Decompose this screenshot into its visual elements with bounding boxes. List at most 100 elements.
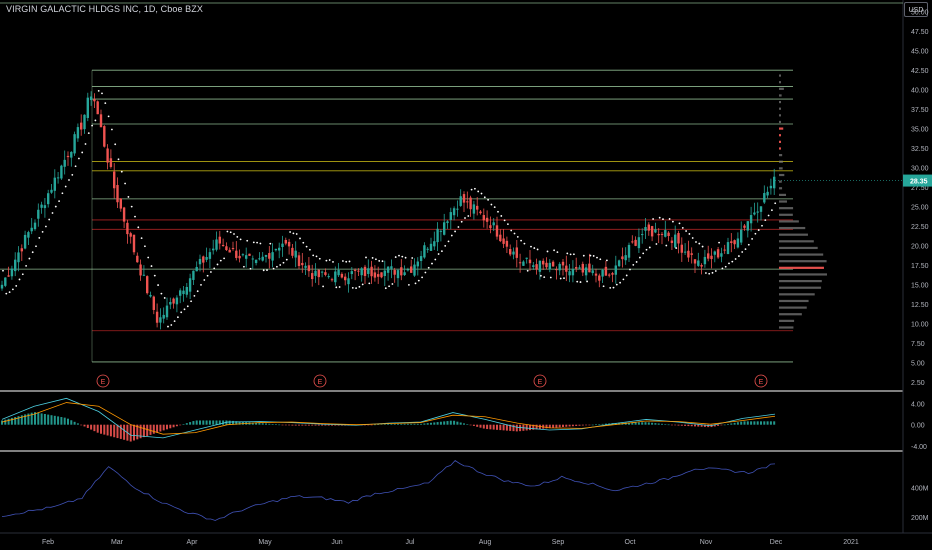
macd-histogram-bar	[241, 421, 244, 425]
psar-dot	[127, 196, 130, 198]
macd-histogram-bar	[156, 424, 159, 433]
candle-body	[390, 266, 393, 269]
psar-dot	[698, 242, 701, 245]
candle-body	[254, 259, 258, 264]
candle-body	[611, 273, 614, 275]
psar-dot	[289, 231, 291, 233]
psar-dot	[124, 182, 126, 185]
price-axis[interactable]: 4.00 0.00 -4.00 400M 200M 50.00 47.50 45.00 42.5…	[903, 10, 932, 522]
candle-body	[495, 225, 499, 237]
candle-body	[14, 259, 17, 272]
macd-histogram-bar	[535, 424, 538, 430]
currency-button[interactable]: USD	[904, 2, 928, 17]
macd-tick-label: -4.00	[911, 444, 927, 451]
candle-body	[766, 191, 769, 196]
macd-histogram-bar	[377, 424, 380, 425]
volume-profile-bar	[779, 81, 781, 84]
price-tick-label: 2.50	[911, 380, 925, 387]
volume-profile	[779, 74, 828, 329]
macd-histogram-bar	[426, 423, 429, 425]
candle-body	[231, 248, 235, 250]
candle-body	[188, 278, 192, 292]
volume-profile-bar	[779, 74, 781, 77]
psar-dot	[348, 260, 351, 263]
macd-histogram-bar	[423, 423, 426, 425]
macd-histogram-bar	[657, 423, 660, 425]
macd-histogram-bar	[690, 424, 693, 427]
candle-body	[548, 262, 551, 270]
psar-dot	[345, 260, 348, 263]
psar-dot	[368, 282, 371, 285]
macd-histogram-bar	[664, 424, 667, 425]
psar-dot	[338, 286, 341, 288]
macd-histogram-bar	[86, 424, 89, 429]
macd-histogram-bar	[413, 423, 416, 425]
candle-body	[301, 262, 304, 266]
price-tick-label: 45.00	[911, 49, 929, 56]
candle-body	[96, 101, 99, 115]
macd-histogram-bar	[139, 424, 142, 439]
price-tick-label: 37.50	[911, 107, 929, 114]
psar-dot	[239, 238, 242, 241]
candle-body	[47, 193, 50, 205]
candle-body	[340, 273, 344, 278]
candle-body	[479, 211, 482, 214]
macd-histogram-bar	[763, 421, 766, 425]
time-axis[interactable]: Feb Mar Apr May Jun Jul Aug Sep Oct Nov Dec 2021	[42, 539, 859, 546]
candle-body	[700, 265, 703, 267]
candle-body	[241, 254, 245, 256]
macd-histogram-bar	[294, 424, 297, 426]
psar-dot	[493, 206, 496, 209]
macd-histogram-bar	[509, 424, 512, 431]
psar-dot	[167, 325, 169, 328]
chart-title: VIRGIN GALACTIC HLDGS INC, 1D, Cboe BZX	[6, 4, 203, 14]
candle-body	[367, 268, 370, 274]
candle-body	[291, 247, 294, 256]
earnings-marker-label: E	[759, 379, 764, 386]
candle-body	[165, 305, 169, 318]
candle-body	[152, 296, 155, 310]
macd-histogram-bar	[50, 415, 53, 425]
candle-body	[403, 272, 406, 276]
macd-histogram-bar	[654, 423, 657, 425]
macd-histogram-bar	[228, 420, 231, 425]
macd-histogram-bar	[403, 423, 406, 425]
psar-dot	[721, 267, 724, 270]
psar-dot	[206, 274, 209, 277]
candle-body	[763, 193, 766, 203]
obv-line	[1, 459, 776, 521]
candle-body	[99, 114, 103, 128]
macd-histogram-bar	[492, 424, 495, 430]
candle-body	[363, 266, 367, 276]
psar-dot	[150, 265, 153, 267]
macd-histogram-bar	[17, 416, 20, 425]
macd-histogram-bar	[769, 421, 772, 425]
candle-body	[641, 234, 644, 236]
macd-histogram-bar	[284, 424, 287, 426]
macd-histogram-bar	[255, 422, 258, 425]
psar-dot	[563, 277, 565, 280]
psar-dot	[592, 255, 595, 257]
volume-profile-bar	[779, 140, 781, 143]
macd-histogram-bar	[109, 424, 112, 437]
psar-dot	[602, 285, 605, 288]
volume-profile-bar	[779, 127, 784, 130]
psar-dot	[394, 256, 397, 258]
macd-histogram-bar	[195, 420, 198, 425]
candle-body	[86, 97, 89, 118]
candle-body	[353, 269, 357, 271]
candle-body	[525, 257, 528, 259]
candle-body	[169, 302, 172, 305]
psar-dot	[503, 219, 506, 222]
psar-dot	[500, 215, 503, 217]
psar-dot	[219, 259, 222, 262]
macd-histogram-bar	[670, 424, 673, 426]
candle-body	[377, 274, 380, 277]
candle-body	[284, 239, 287, 244]
macd-histogram-bar	[433, 422, 436, 425]
macd-histogram-bar	[76, 423, 79, 425]
macd-histogram-bar	[103, 424, 106, 435]
psar-dot	[487, 198, 489, 201]
